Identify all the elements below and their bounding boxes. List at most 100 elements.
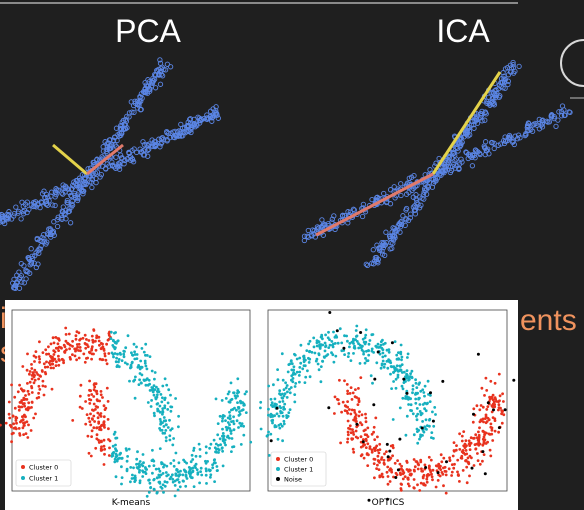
- ica-point: [423, 191, 430, 197]
- optics-point-cluster-1: [312, 345, 316, 349]
- kmeans-point-cluster-1: [150, 369, 154, 373]
- optics-point-cluster-1: [319, 345, 322, 349]
- optics-point-noise: [269, 439, 273, 443]
- kmeans-point-cluster-1: [135, 353, 139, 356]
- optics-point-cluster-0: [498, 394, 502, 398]
- kmeans-point-cluster-1: [111, 344, 115, 347]
- optics-point-cluster-0: [492, 400, 496, 404]
- optics-point-cluster-0: [363, 433, 367, 436]
- kmeans-point-cluster-0: [37, 384, 41, 388]
- optics-point-cluster-0: [401, 477, 405, 481]
- kmeans-point-cluster-1: [230, 397, 234, 401]
- pca-point: [55, 214, 61, 220]
- pca-point: [157, 144, 163, 150]
- kmeans-point-cluster-1: [161, 396, 164, 400]
- optics-point-cluster-1: [406, 352, 410, 356]
- optics-point-cluster-1: [315, 344, 319, 348]
- ica-point: [471, 152, 477, 159]
- kmeans-point-cluster-0: [90, 357, 93, 361]
- kmeans-point-cluster-1: [229, 429, 232, 433]
- kmeans-point-cluster-0: [99, 393, 103, 397]
- optics-point-cluster-1: [419, 389, 423, 393]
- kmeans-point-cluster-1: [114, 475, 118, 479]
- optics-point-cluster-1: [304, 358, 307, 362]
- kmeans-point-cluster-0: [12, 422, 16, 426]
- kmeans-point-cluster-0: [26, 382, 29, 385]
- optics-point-cluster-1: [383, 341, 387, 345]
- optics-point-cluster-1: [282, 405, 285, 409]
- pca-point: [129, 157, 136, 163]
- optics-scatter: [259, 311, 516, 502]
- optics-point-cluster-0: [373, 476, 376, 480]
- ica-point: [320, 232, 326, 238]
- kmeans-point-cluster-1: [120, 465, 123, 469]
- optics-legend-label-2: Noise: [284, 476, 302, 484]
- optics-point-cluster-0: [409, 469, 412, 472]
- kmeans-point-cluster-0: [78, 405, 82, 409]
- ica-point: [495, 142, 501, 148]
- optics-point-cluster-1: [278, 426, 282, 430]
- optics-point-cluster-0: [412, 458, 416, 461]
- kmeans-point-cluster-1: [164, 471, 168, 474]
- kmeans-point-cluster-0: [10, 440, 14, 444]
- kmeans-point-cluster-1: [112, 432, 116, 436]
- pca-point: [201, 115, 207, 122]
- optics-point-cluster-1: [379, 340, 383, 344]
- kmeans-point-cluster-0: [76, 345, 79, 349]
- optics-point-cluster-0: [354, 413, 358, 416]
- optics-point-cluster-1: [415, 427, 419, 431]
- pca-point: [106, 163, 112, 169]
- kmeans-point-cluster-0: [64, 326, 68, 330]
- optics-point-cluster-0: [480, 419, 483, 423]
- ica-point: [523, 132, 529, 138]
- ica-point: [406, 175, 412, 181]
- optics-point-cluster-0: [481, 405, 485, 409]
- optics-point-cluster-0: [476, 452, 479, 455]
- kmeans-point-cluster-1: [129, 363, 133, 367]
- kmeans-point-cluster-0: [96, 411, 100, 415]
- kmeans-point-cluster-0: [30, 377, 34, 381]
- kmeans-point-cluster-1: [223, 441, 227, 445]
- kmeans-point-cluster-0: [95, 392, 99, 396]
- ica-point: [395, 223, 401, 229]
- kmeans-point-cluster-1: [171, 480, 175, 484]
- optics-point-cluster-0: [405, 461, 409, 464]
- ica-point: [463, 149, 469, 155]
- optics-point-cluster-1: [279, 406, 283, 410]
- optics-point-noise: [402, 377, 406, 381]
- kmeans-point-cluster-0: [23, 413, 26, 417]
- pca-point: [76, 184, 83, 190]
- kmeans-point-cluster-0: [97, 339, 101, 343]
- circle-icon: [560, 39, 584, 87]
- kmeans-point-cluster-1: [226, 392, 230, 396]
- optics-point-cluster-0: [380, 458, 383, 461]
- optics-point-cluster-1: [422, 391, 426, 394]
- kmeans-point-cluster-1: [119, 451, 122, 455]
- optics-point-cluster-0: [346, 430, 350, 434]
- kmeans-point-cluster-1: [135, 345, 138, 349]
- kmeans-point-cluster-0: [84, 342, 88, 346]
- kmeans-point-cluster-1: [163, 463, 166, 467]
- ica-point: [400, 213, 406, 219]
- kmeans-point-cluster-1: [243, 392, 247, 396]
- optics-point-cluster-0: [481, 459, 484, 463]
- kmeans-point-cluster-1: [118, 456, 122, 460]
- optics-point-cluster-1: [367, 342, 371, 346]
- kmeans-point-cluster-1: [142, 461, 145, 465]
- kmeans-point-cluster-1: [205, 482, 208, 485]
- kmeans-point-cluster-1: [163, 419, 167, 423]
- optics-point-cluster-0: [491, 398, 495, 402]
- optics-point-cluster-0: [482, 440, 486, 444]
- optics-point-cluster-0: [413, 465, 417, 469]
- optics-point-cluster-1: [331, 345, 335, 349]
- optics-legend-label-0: Cluster 0: [284, 456, 313, 464]
- optics-point-cluster-0: [488, 395, 491, 399]
- optics-point-cluster-1: [395, 364, 399, 368]
- optics-point-noise: [390, 341, 394, 345]
- optics-point-cluster-1: [404, 395, 408, 398]
- optics-point-cluster-1: [381, 351, 385, 355]
- pca-point: [21, 207, 28, 214]
- optics-point-cluster-1: [428, 424, 431, 428]
- kmeans-point-cluster-0: [32, 371, 35, 375]
- optics-point-cluster-0: [493, 417, 497, 421]
